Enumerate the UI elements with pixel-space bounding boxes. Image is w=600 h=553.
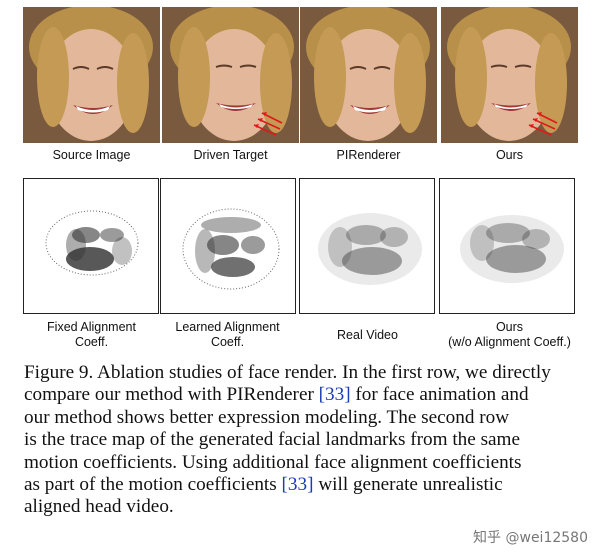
caption-line: our method shows better expression model… <box>24 406 510 428</box>
watermark: 知乎 @wei12580 <box>473 530 588 546</box>
caption-line: motion coefficients. Using additional fa… <box>24 451 522 473</box>
caption-line: Figure 9. Ablation studies of face rende… <box>24 362 551 383</box>
trace-map-real-video <box>299 178 435 314</box>
caption-line: as part of the motion coefficients [33] … <box>24 474 503 496</box>
caption-line: is the trace map of the generated facial… <box>24 429 520 451</box>
caption-learned-alignment: Learned Alignment Coeff. <box>175 320 280 349</box>
caption-driven-target: Driven Target <box>193 148 268 162</box>
caption-fixed-alignment: Fixed Alignment Coeff. <box>47 320 136 349</box>
figure-caption: Figure 9. Ablation studies of face rende… <box>24 362 586 519</box>
driven-target-image <box>162 7 299 143</box>
reference-link[interactable]: [33] <box>318 384 351 406</box>
ours-image <box>441 7 578 143</box>
caption-real-video: Real Video <box>337 328 398 342</box>
caption-line: compare our method with PIRenderer [33] … <box>24 384 529 406</box>
trace-map-ours <box>439 178 575 314</box>
source-image <box>23 7 160 143</box>
caption-source-image: Source Image <box>52 148 131 162</box>
trace-map-fixed-alignment <box>23 178 159 314</box>
caption-ours-wo-alignment: Ours (w/o Alignment Coeff.) <box>448 320 571 349</box>
trace-map-learned-alignment <box>160 178 296 314</box>
caption-pirenderer: PIRenderer <box>336 148 401 162</box>
pirenderer-image <box>300 7 437 143</box>
caption-line: aligned head video. <box>24 496 174 518</box>
caption-ours: Ours <box>495 148 524 162</box>
reference-link[interactable]: [33] <box>281 474 314 496</box>
